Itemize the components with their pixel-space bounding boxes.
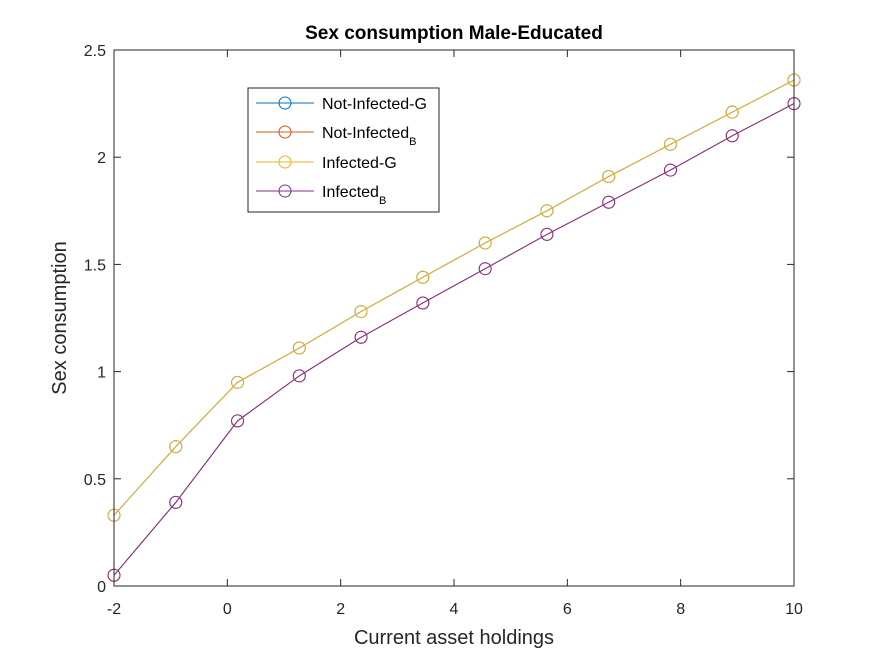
- data-point: [602, 195, 616, 209]
- legend-entry: Not-Infected-G: [256, 96, 427, 113]
- y-tick-label: 2: [97, 150, 106, 167]
- x-axis-label: Current asset holdings: [354, 627, 554, 649]
- series-line: [113, 79, 795, 516]
- x-tick-label: 4: [450, 601, 459, 618]
- data-point: [478, 262, 492, 276]
- legend-label: Infected-G: [322, 155, 397, 172]
- data-point: [292, 341, 306, 355]
- data-point: [540, 227, 554, 241]
- series-infected-b: [107, 97, 801, 582]
- data-point: [602, 169, 616, 183]
- data-point: [354, 330, 368, 344]
- plot-area-background: [114, 50, 794, 586]
- x-tick-label: 8: [676, 601, 685, 618]
- y-tick-label: 2.5: [84, 43, 106, 60]
- data-point: [663, 163, 677, 177]
- data-point: [416, 296, 430, 310]
- data-point: [169, 495, 183, 509]
- data-point: [725, 129, 739, 143]
- y-tick-label: 1.5: [84, 257, 106, 274]
- x-tick-label: 6: [563, 601, 572, 618]
- y-tick-label: 1: [97, 365, 106, 382]
- legend-marker: [278, 155, 292, 169]
- data-point: [540, 204, 554, 218]
- y-tick-label: 0: [97, 579, 106, 596]
- data-point: [725, 105, 739, 119]
- legend: Not-Infected-G Not-InfectedB Infected-G Inf…: [247, 87, 440, 213]
- data-point: [354, 305, 368, 319]
- data-point: [169, 440, 183, 454]
- legend-marker: [278, 96, 292, 110]
- series-layer: [107, 73, 801, 582]
- data-point: [292, 369, 306, 383]
- legend-label: Not-InfectedB: [322, 125, 417, 148]
- legend-entry: InfectedB: [256, 184, 386, 207]
- legend-label: Not-Infected-G: [322, 96, 427, 113]
- y-tick-label: 0.5: [84, 472, 106, 489]
- data-point: [416, 270, 430, 284]
- x-tick-label: 2: [336, 601, 345, 618]
- x-tick-label: 10: [785, 601, 803, 618]
- data-point: [231, 414, 245, 428]
- legend-entry: Infected-G: [256, 155, 397, 172]
- legend-marker: [278, 125, 292, 139]
- series-line: [113, 103, 795, 576]
- legend-marker: [278, 184, 292, 198]
- legend-label: InfectedB: [322, 184, 386, 207]
- x-tick-label: 0: [223, 601, 232, 618]
- data-point: [478, 236, 492, 250]
- legend-entry: Not-InfectedB: [256, 125, 417, 148]
- y-axis-label: Sex consumption: [49, 241, 71, 394]
- x-tick-label: -2: [107, 601, 121, 618]
- chart-title: Sex consumption Male-Educated: [305, 23, 603, 44]
- data-point: [231, 375, 245, 389]
- data-point: [663, 137, 677, 151]
